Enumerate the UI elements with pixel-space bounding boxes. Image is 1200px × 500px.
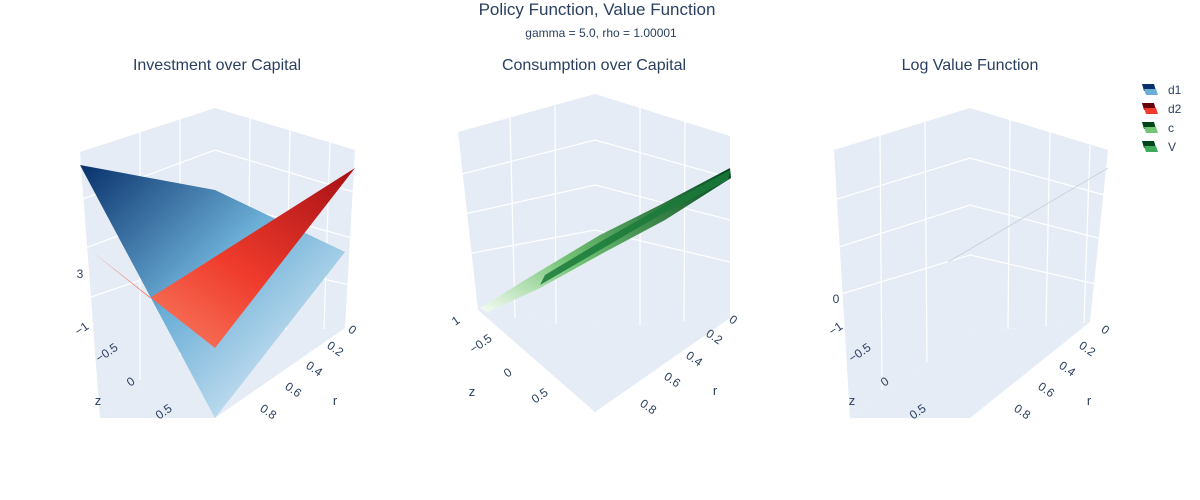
surface-c-edge bbox=[540, 170, 730, 285]
legend-swatch-icon bbox=[1144, 89, 1158, 95]
r-tick-label: 0.4 bbox=[1056, 358, 1078, 379]
panel-title-consumption: Consumption over Capital bbox=[502, 57, 686, 74]
r-tick-label: 0.2 bbox=[1076, 338, 1098, 359]
legend-item-d1[interactable]: d1 bbox=[1142, 83, 1182, 97]
floor-pane bbox=[478, 310, 730, 412]
panel-log-value[interactable]: Log Value Function 0 0 0.2 0.4 0.6 0.8 r… bbox=[826, 57, 1112, 422]
r-tick-label: 0.4 bbox=[303, 358, 325, 379]
panel-title-log-value: Log Value Function bbox=[902, 57, 1039, 74]
surface-d2[interactable] bbox=[90, 168, 355, 348]
figure-title: Policy Function, Value Function bbox=[479, 0, 716, 19]
z-tick-label: −1 bbox=[826, 319, 846, 339]
back-pane-left bbox=[834, 108, 970, 418]
figure-subtitle: gamma = 5.0, rho = 1.00001 bbox=[525, 26, 677, 40]
legend: d1 d2 c V bbox=[1142, 83, 1182, 154]
legend-swatch-icon bbox=[1144, 146, 1158, 152]
legend-label: d2 bbox=[1168, 102, 1182, 116]
r-axis-title: r bbox=[1087, 393, 1092, 408]
r-tick-label: 0.8 bbox=[1011, 401, 1033, 422]
legend-label: V bbox=[1168, 140, 1176, 154]
z-tick-label: 0 bbox=[501, 365, 515, 380]
z-axis-title: z bbox=[95, 393, 102, 408]
r-tick-label: 0.6 bbox=[282, 379, 304, 400]
grid-lines bbox=[457, 105, 731, 325]
r-tick-label: 0.8 bbox=[257, 401, 279, 422]
vertical-tick-label: 0 bbox=[833, 292, 840, 306]
r-tick-label: 0.6 bbox=[661, 369, 683, 390]
z-tick-label: 1 bbox=[449, 313, 463, 328]
surface-v[interactable] bbox=[947, 167, 1109, 263]
panel-investment[interactable]: Investment over Capital 3 0 0.2 0.4 0.6 … bbox=[72, 57, 359, 422]
z-tick-label: −0.5 bbox=[467, 331, 495, 356]
r-tick-label: 0 bbox=[346, 322, 360, 337]
panel-consumption[interactable]: Consumption over Capital 0 0.2 0.4 0.6 0… bbox=[449, 57, 740, 417]
r-tick-label: 0.2 bbox=[324, 338, 346, 359]
r-axis-title: r bbox=[713, 383, 718, 398]
legend-label: d1 bbox=[1168, 83, 1182, 97]
legend-label: c bbox=[1168, 121, 1174, 135]
legend-item-v[interactable]: V bbox=[1142, 140, 1176, 154]
r-tick-label: 0.8 bbox=[637, 396, 659, 417]
panel-title-investment: Investment over Capital bbox=[133, 57, 301, 74]
legend-item-d2[interactable]: d2 bbox=[1142, 102, 1182, 116]
z-tick-label: 0.5 bbox=[529, 385, 551, 406]
legend-swatch-icon bbox=[1144, 108, 1158, 114]
vertical-tick-label: 3 bbox=[77, 267, 84, 281]
floor-pane bbox=[850, 322, 1090, 418]
r-tick-label: 0.4 bbox=[683, 348, 705, 369]
z-tick-label: −1 bbox=[72, 319, 92, 339]
r-axis-title: r bbox=[333, 393, 338, 408]
legend-swatch-icon bbox=[1144, 127, 1158, 133]
back-pane-right bbox=[970, 108, 1108, 332]
r-tick-label: 0 bbox=[1099, 322, 1113, 337]
legend-item-c[interactable]: c bbox=[1142, 121, 1174, 135]
grid-lines bbox=[833, 119, 1109, 391]
r-tick-label: 0.6 bbox=[1035, 379, 1057, 400]
z-axis-title: z bbox=[469, 384, 476, 399]
z-axis-title: z bbox=[849, 393, 856, 408]
